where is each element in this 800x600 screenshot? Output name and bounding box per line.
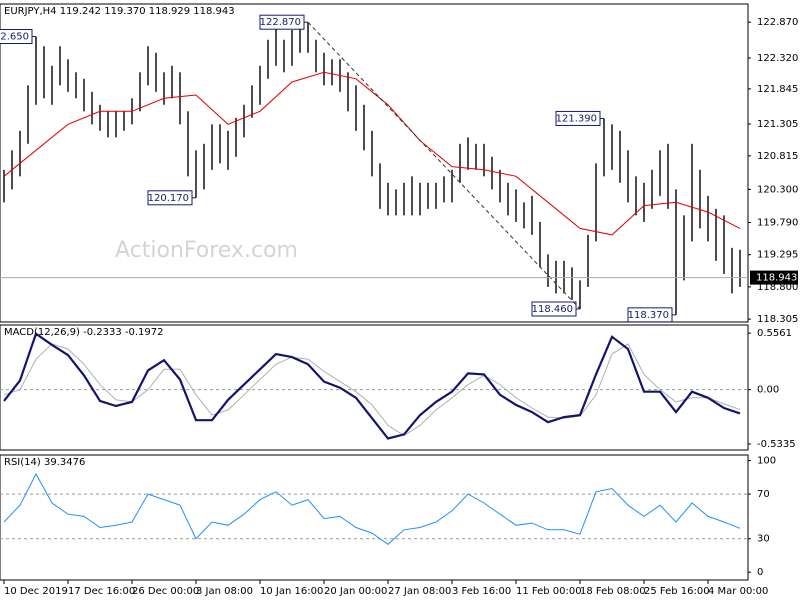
x-tick-label: 20 Jan 00:00 <box>324 586 387 597</box>
current-price-tag <box>750 270 798 285</box>
y-tick-label: 100 <box>757 456 776 467</box>
y-tick-label: 120.815 <box>757 151 798 162</box>
annotation-label: 122.650 <box>0 32 29 43</box>
annotation-label: 122.870 <box>260 17 301 28</box>
y-tick-label: 122.870 <box>757 17 798 28</box>
x-tick-label: 4 Mar 00:00 <box>708 586 768 597</box>
plot-area: 122.650 122.870 120.170 121.390 118.460 118.3… <box>0 14 741 323</box>
y-tick-label: 119.295 <box>757 250 798 261</box>
y-tick-label: 118.800 <box>757 282 798 293</box>
x-tick-label: 26 Dec 00:00 <box>132 586 199 597</box>
annotation-label: 120.170 <box>148 193 189 204</box>
y-tick-label: 0.00 <box>757 385 779 396</box>
x-tick-label: 18 Feb 08:00 <box>580 586 646 597</box>
y-tick-label: -0.5335 <box>757 439 796 450</box>
indicator-line <box>3 331 741 440</box>
x-tick-label: 3 Jan 08:00 <box>196 586 253 597</box>
panel-title: EURJPY,H4 119.242 119.370 118.929 118.94… <box>4 6 235 17</box>
annotation-label: 118.460 <box>532 304 573 315</box>
panel-frame <box>0 3 749 323</box>
y-tick-label: 121.305 <box>757 119 798 130</box>
plot-area <box>3 331 741 440</box>
y-tick-label: 30 <box>757 534 770 545</box>
y-tick-label: 0 <box>757 567 763 578</box>
panel-title: MACD(12,26,9) -0.2333 -0.1972 <box>4 327 164 338</box>
panel-frame <box>0 454 749 581</box>
y-tick-label: 70 <box>757 489 770 500</box>
y-tick-label: 122.320 <box>757 53 798 64</box>
plot-area <box>3 472 741 545</box>
annotation-label: 118.370 <box>628 310 669 321</box>
panel-title: RSI(14) 39.3476 <box>4 457 85 468</box>
x-tick-label: 3 Feb 16:00 <box>452 586 511 597</box>
watermark: ActionForex.com <box>115 238 298 263</box>
annotation-label: 121.390 <box>556 113 597 124</box>
y-tick-label: 121.845 <box>757 84 798 95</box>
x-tick-label: 25 Feb 16:00 <box>644 586 710 597</box>
x-tick-label: 10 Jan 16:00 <box>260 586 323 597</box>
x-tick-label: 10 Dec 2019 <box>4 586 68 597</box>
current-price-label: 118.943 <box>756 273 797 284</box>
panel-frame <box>0 324 749 451</box>
indicator-line <box>3 472 741 545</box>
moving-average <box>3 71 741 236</box>
y-tick-label: 0.5561 <box>757 328 792 339</box>
y-tick-label: 118.305 <box>757 314 798 325</box>
x-tick-label: 11 Feb 00:00 <box>516 586 582 597</box>
x-tick-label: 17 Dec 16:00 <box>68 586 135 597</box>
x-tick-label: 27 Jan 08:00 <box>388 586 451 597</box>
y-tick-label: 120.300 <box>757 184 798 195</box>
indicator-line <box>3 343 741 437</box>
trend-line <box>307 21 581 310</box>
y-tick-label: 119.790 <box>757 218 798 229</box>
